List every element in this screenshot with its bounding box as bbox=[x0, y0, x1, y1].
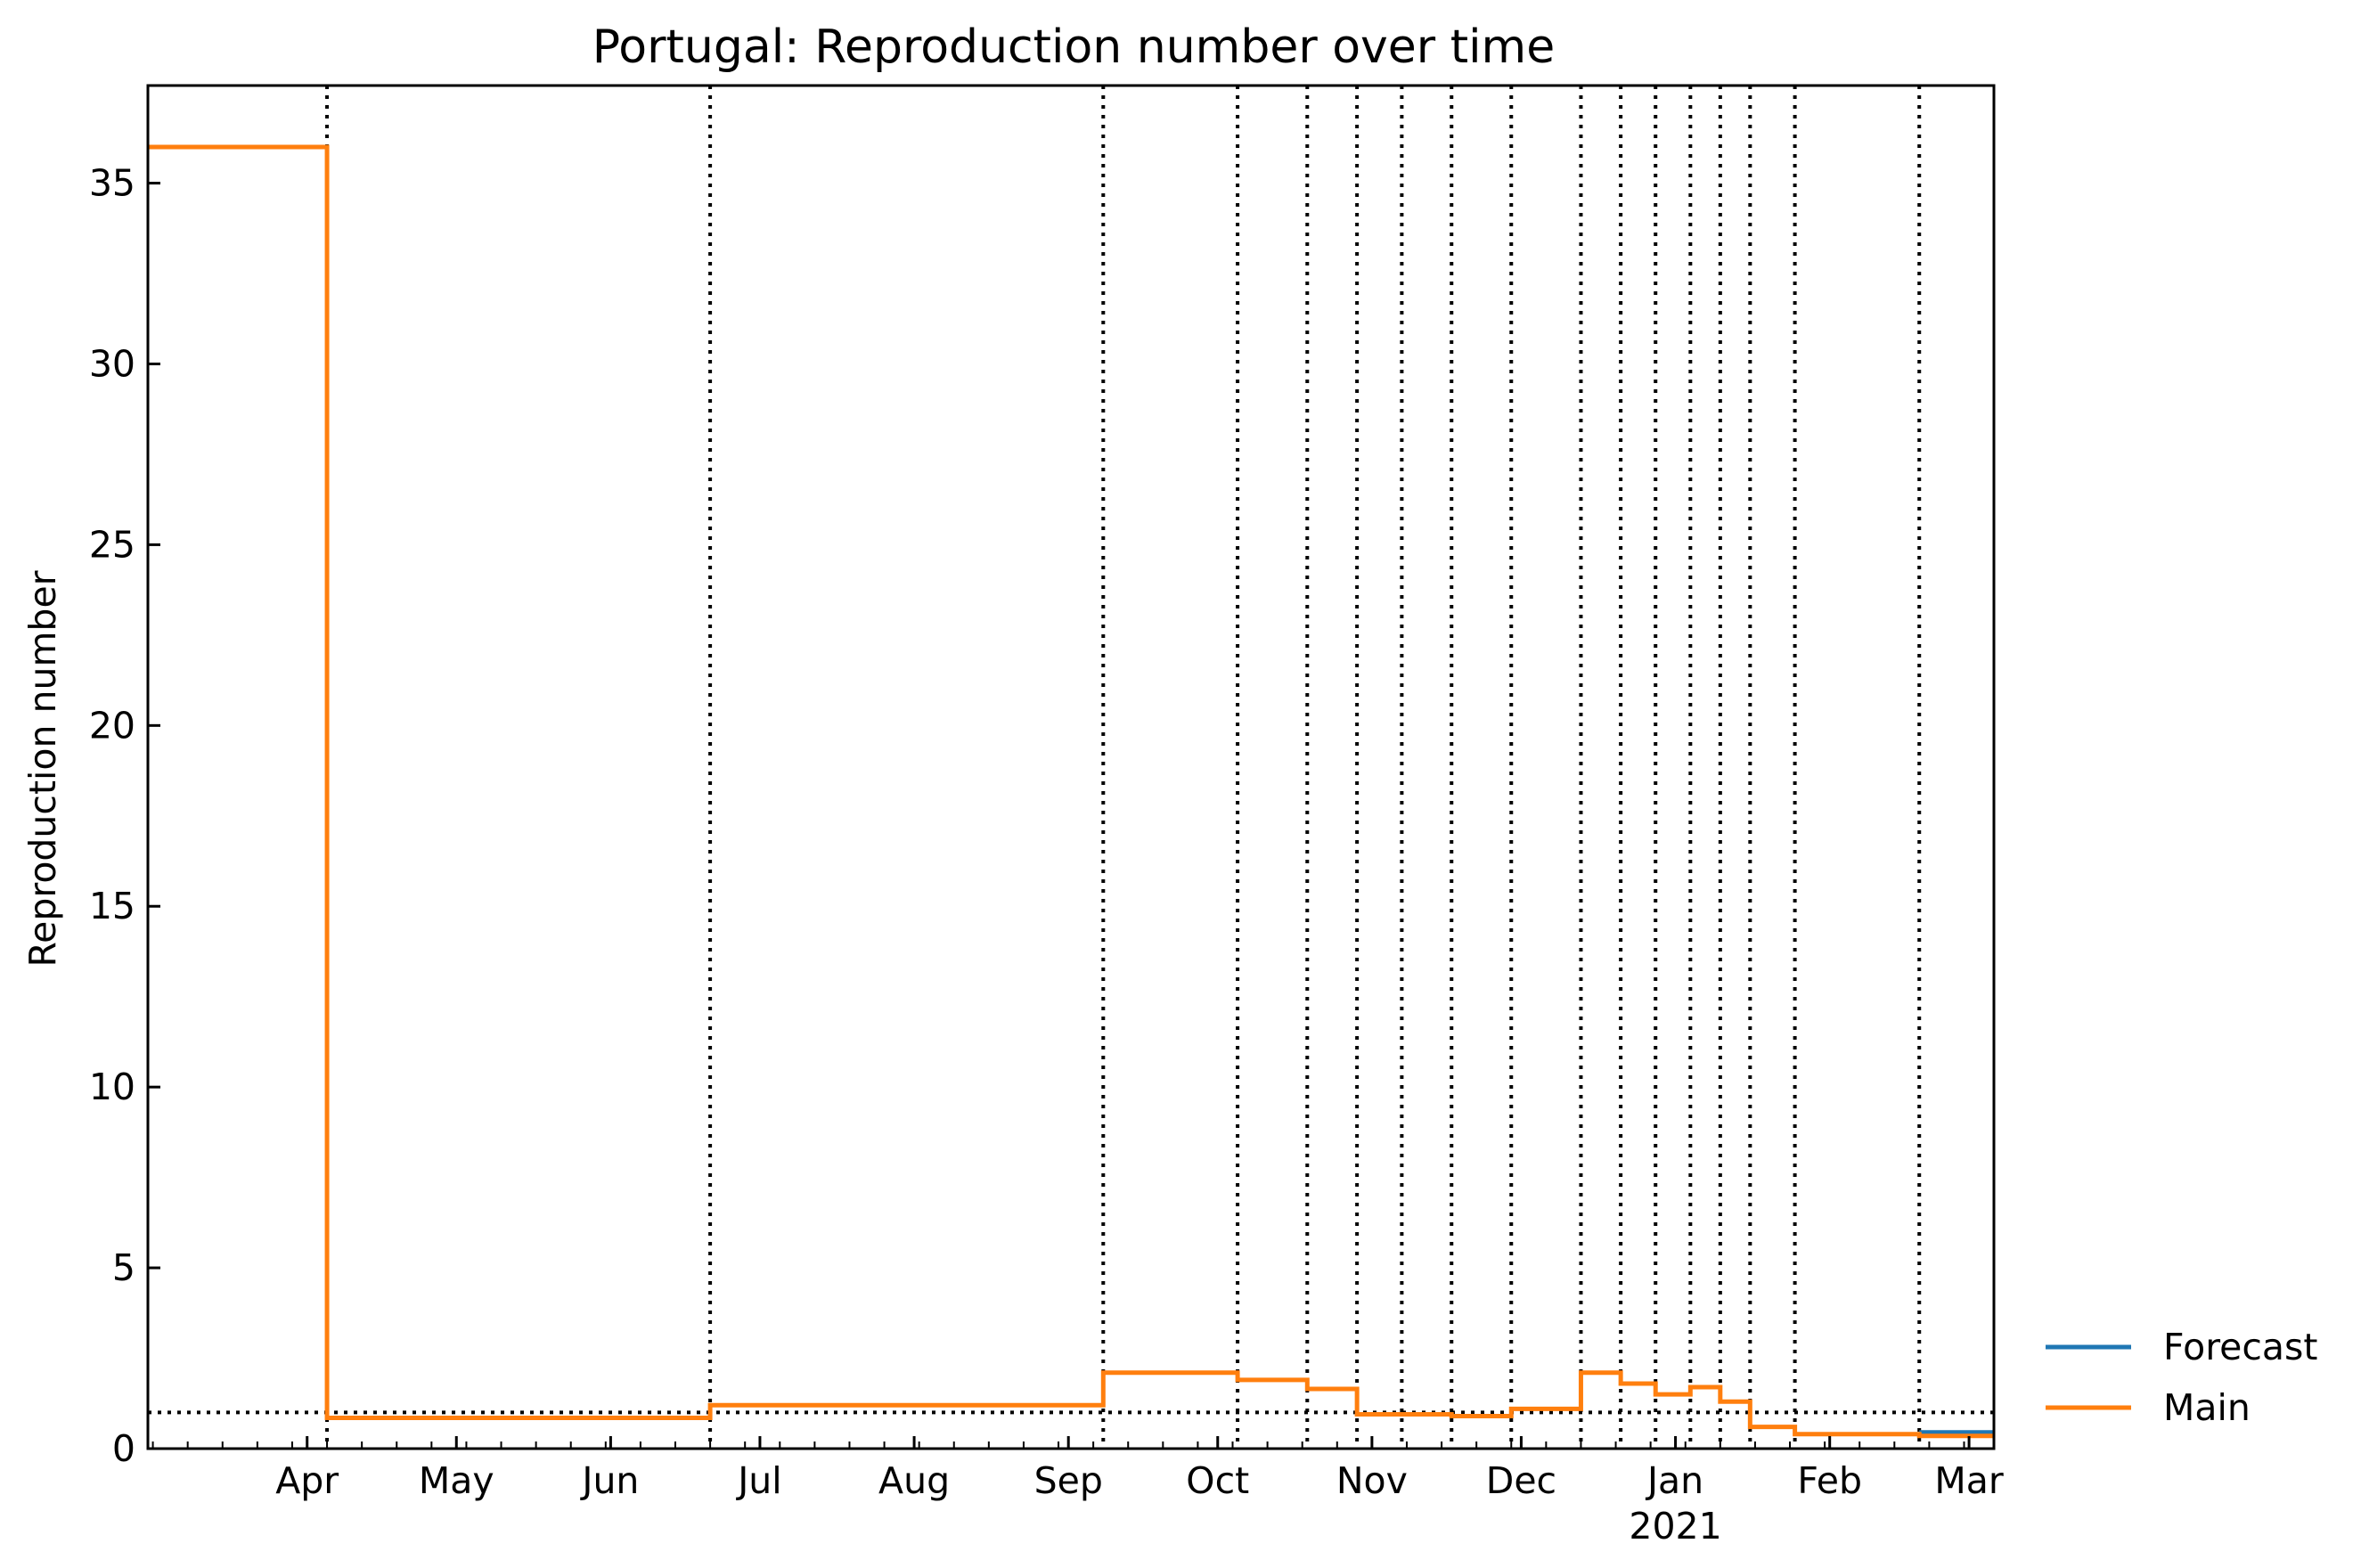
x-tick-label: Jul bbox=[735, 1459, 781, 1502]
legend-label-main: Main bbox=[2163, 1386, 2251, 1429]
x-tick-label: Aug bbox=[878, 1459, 950, 1502]
x-tick-label: Apr bbox=[275, 1459, 339, 1502]
x-tick-label: Jun bbox=[579, 1459, 639, 1502]
x-tick-label: Dec bbox=[1486, 1459, 1556, 1502]
x-tick-label: Nov bbox=[1336, 1459, 1408, 1502]
legend: Forecast Main bbox=[2046, 1326, 2318, 1429]
x-tick-label: Feb bbox=[1797, 1459, 1862, 1502]
x-tick-label: Jan bbox=[1645, 1459, 1703, 1502]
y-tick-label: 20 bbox=[89, 704, 135, 747]
x-tick-label: Mar bbox=[1934, 1459, 2003, 1502]
legend-label-forecast: Forecast bbox=[2163, 1326, 2318, 1368]
x-tick-label: May bbox=[419, 1459, 494, 1502]
y-tick-label: 15 bbox=[89, 885, 135, 927]
y-tick-label: 10 bbox=[89, 1066, 135, 1108]
series-line-main bbox=[148, 144, 1994, 1439]
y-tick-label: 30 bbox=[89, 342, 135, 385]
y-tick-label: 35 bbox=[89, 162, 135, 205]
y-axis-label: Reproduction number bbox=[21, 570, 64, 967]
x-tick-label: Oct bbox=[1186, 1459, 1249, 1502]
x-tick-sublabel: 2021 bbox=[1629, 1505, 1721, 1548]
plot-area bbox=[148, 86, 1994, 1449]
y-tick-label: 5 bbox=[112, 1246, 135, 1289]
chart-title: Portugal: Reproduction number over time bbox=[592, 20, 1555, 74]
y-tick-label: 25 bbox=[89, 523, 135, 566]
y-tick-label: 0 bbox=[112, 1427, 135, 1470]
x-tick-label: Sep bbox=[1034, 1459, 1103, 1502]
plot-frame bbox=[146, 84, 1996, 1450]
